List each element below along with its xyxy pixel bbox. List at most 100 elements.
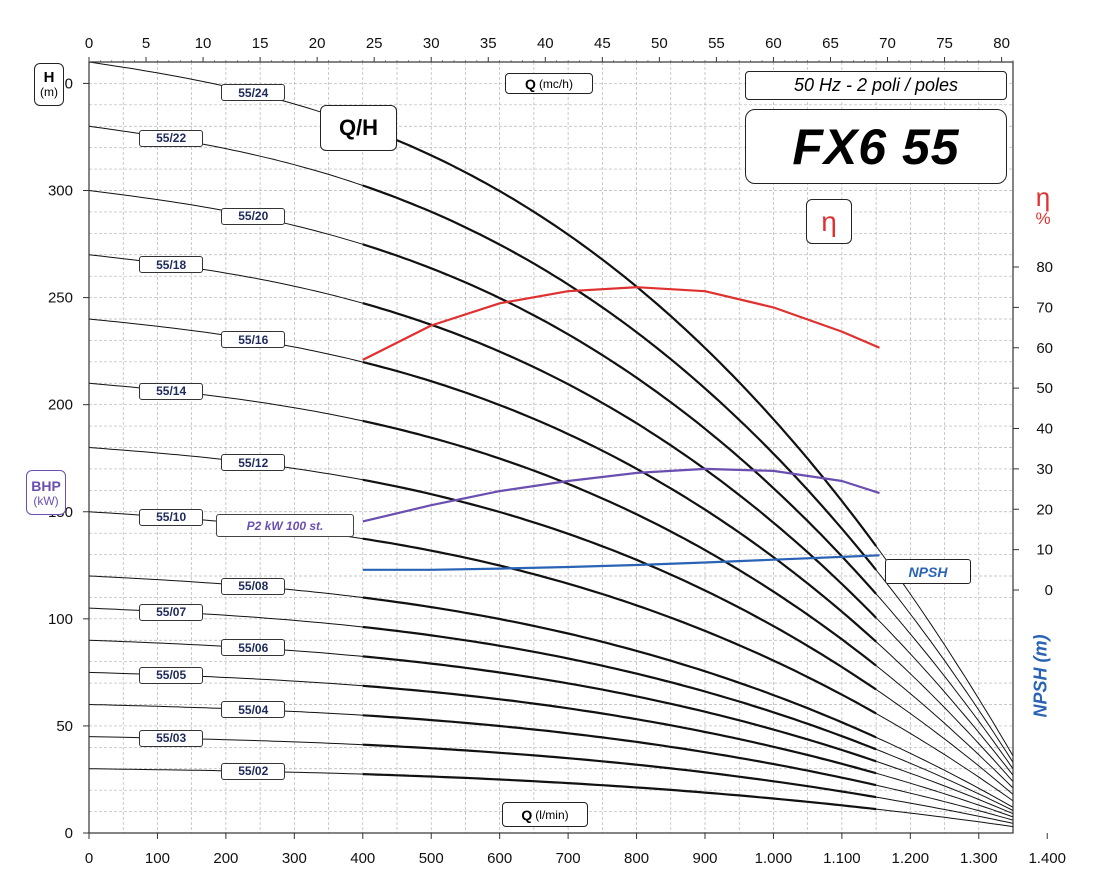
series-label-55-10: 55/10 <box>139 508 204 526</box>
x-bottom-tick-label: 1.100 <box>823 850 861 867</box>
head-curves <box>88 61 1014 828</box>
series-label-55-05: 55/05 <box>139 666 204 684</box>
series-label-55-18: 55/18 <box>139 256 204 274</box>
x-top-tick-label: 10 <box>195 35 212 52</box>
x-top-tick-label: 25 <box>366 35 383 52</box>
series-label-55-06: 55/06 <box>221 639 286 657</box>
x-top-tick-label: 70 <box>879 35 896 52</box>
series-label-55-04: 55/04 <box>221 701 286 719</box>
bhp-axis-label-box: BHP (kW) <box>26 470 66 515</box>
npsh-curve-label: NPSH <box>908 563 948 580</box>
power-curve-label: P2 kW 100 st. <box>246 518 324 533</box>
x-bottom-tick-label: 1.300 <box>960 850 998 867</box>
y-right-tick-label: 40 <box>1036 421 1053 438</box>
x-top-axis-label-box: Q (mc/h) <box>505 73 593 94</box>
x-bottom-axis-label: Q <box>521 806 533 823</box>
x-top-tick-label: 0 <box>85 35 93 52</box>
npsh-curve-label-box: NPSH <box>885 559 971 584</box>
series-label-55-08: 55/08 <box>221 577 286 595</box>
npsh-axis-label: NPSH (m) <box>1030 634 1051 718</box>
y-right-tick-label: 10 <box>1036 542 1053 559</box>
series-label-55-16: 55/16 <box>221 331 286 349</box>
head-curve-operating-55-24 <box>362 125 877 547</box>
x-bottom-axis-unit: (l/min) <box>535 807 569 822</box>
power-curve <box>362 467 880 523</box>
power-curve-label-box: P2 kW 100 st. <box>216 514 354 537</box>
x-top-tick-label: 80 <box>993 35 1010 52</box>
chart-title: FX6 55 <box>792 118 960 175</box>
head-curve-operating-55-05 <box>362 684 877 775</box>
x-top-tick-label: 40 <box>537 35 554 52</box>
x-bottom-tick-label: 400 <box>350 850 375 867</box>
efficiency-curve <box>362 286 880 361</box>
y-axis-unit: (m) <box>40 85 58 99</box>
eta-badge: η <box>821 205 837 237</box>
series-label-55-14: 55/14 <box>139 382 204 400</box>
y-right-tick-label: 70 <box>1036 299 1053 316</box>
head-curve-55-12 <box>88 447 1014 795</box>
x-top-tick-label: 55 <box>708 35 725 52</box>
chart-subtitle: 50 Hz - 2 poli / poles <box>793 75 959 95</box>
y-left-tick-label: 0 <box>65 825 73 842</box>
overlay-curves <box>362 286 880 571</box>
head-curve-operating-55-22 <box>362 184 877 571</box>
series-label-55-20: 55/20 <box>221 207 286 225</box>
y-right-tick-label: 20 <box>1036 501 1053 518</box>
series-label-55-07: 55/07 <box>139 603 204 621</box>
y-axis-label: H <box>43 69 55 86</box>
series-label-55-03: 55/03 <box>139 729 204 747</box>
curve-label-box: Q/H <box>320 105 397 151</box>
head-curve-operating-55-03 <box>362 743 877 799</box>
x-top-tick-label: 60 <box>765 35 782 52</box>
y-axis-label-box: H (m) <box>34 63 64 106</box>
head-curve-operating-55-10 <box>362 537 877 715</box>
bhp-axis-label: BHP <box>31 477 61 494</box>
x-top-tick-label: 35 <box>480 35 497 52</box>
x-top-tick-label: 30 <box>423 35 440 52</box>
y-left-tick-label: 250 <box>48 290 73 307</box>
eta-badge-box: η <box>806 199 852 244</box>
x-top-axis-label: Q <box>525 75 536 92</box>
series-label-55-24: 55/24 <box>221 84 286 102</box>
x-bottom-tick-label: 800 <box>624 850 649 867</box>
eta-axis-unit: % <box>1035 209 1051 228</box>
x-top-axis-unit: (mc/h) <box>538 76 573 91</box>
y-right-tick-label: 60 <box>1036 340 1053 357</box>
npsh-curve <box>362 554 880 571</box>
x-top-tick-label: 5 <box>142 35 150 52</box>
head-curve-operating-55-07 <box>362 625 877 751</box>
x-bottom-tick-label: 500 <box>419 850 444 867</box>
x-top-tick-label: 15 <box>252 35 269 52</box>
y-left-tick-label: 300 <box>48 183 73 200</box>
series-label-55-02: 55/02 <box>221 762 286 780</box>
head-curve-operating-55-18 <box>362 302 877 619</box>
y-right-tick-label: 30 <box>1036 461 1053 478</box>
plot-frame <box>88 61 1014 834</box>
y-right-tick-label: 0 <box>1045 582 1053 599</box>
curve-label: Q/H <box>338 115 379 140</box>
title-box: FX6 55 <box>745 109 1007 184</box>
x-top-tick-label: 45 <box>594 35 611 52</box>
head-curve-55-05 <box>88 671 1014 818</box>
eta-axis-label: η % <box>1026 182 1060 230</box>
head-curve-operating-55-20 <box>362 243 877 595</box>
x-top-tick-label: 65 <box>822 35 839 52</box>
x-bottom-tick-label: 0 <box>85 850 93 867</box>
series-label-55-22: 55/22 <box>139 129 204 147</box>
x-bottom-tick-label: 100 <box>145 850 170 867</box>
x-bottom-tick-label: 700 <box>556 850 581 867</box>
head-curve-55-20 <box>88 190 1014 770</box>
subtitle-box: 50 Hz - 2 poli / poles <box>745 71 1007 100</box>
y-left-tick-label: 200 <box>48 397 73 414</box>
head-curve-operating-55-14 <box>362 419 877 667</box>
x-top-tick-label: 20 <box>309 35 326 52</box>
head-curve-operating-55-06 <box>362 655 877 763</box>
x-bottom-tick-label: 600 <box>487 850 512 867</box>
head-curve-operating-55-04 <box>362 714 877 787</box>
y-right-tick-label: 50 <box>1036 380 1053 397</box>
y-left-tick-label: 50 <box>56 718 73 735</box>
x-bottom-tick-label: 1.000 <box>755 850 793 867</box>
eta-axis-symbol: η <box>1035 182 1051 212</box>
x-top-tick-label: 50 <box>651 35 668 52</box>
